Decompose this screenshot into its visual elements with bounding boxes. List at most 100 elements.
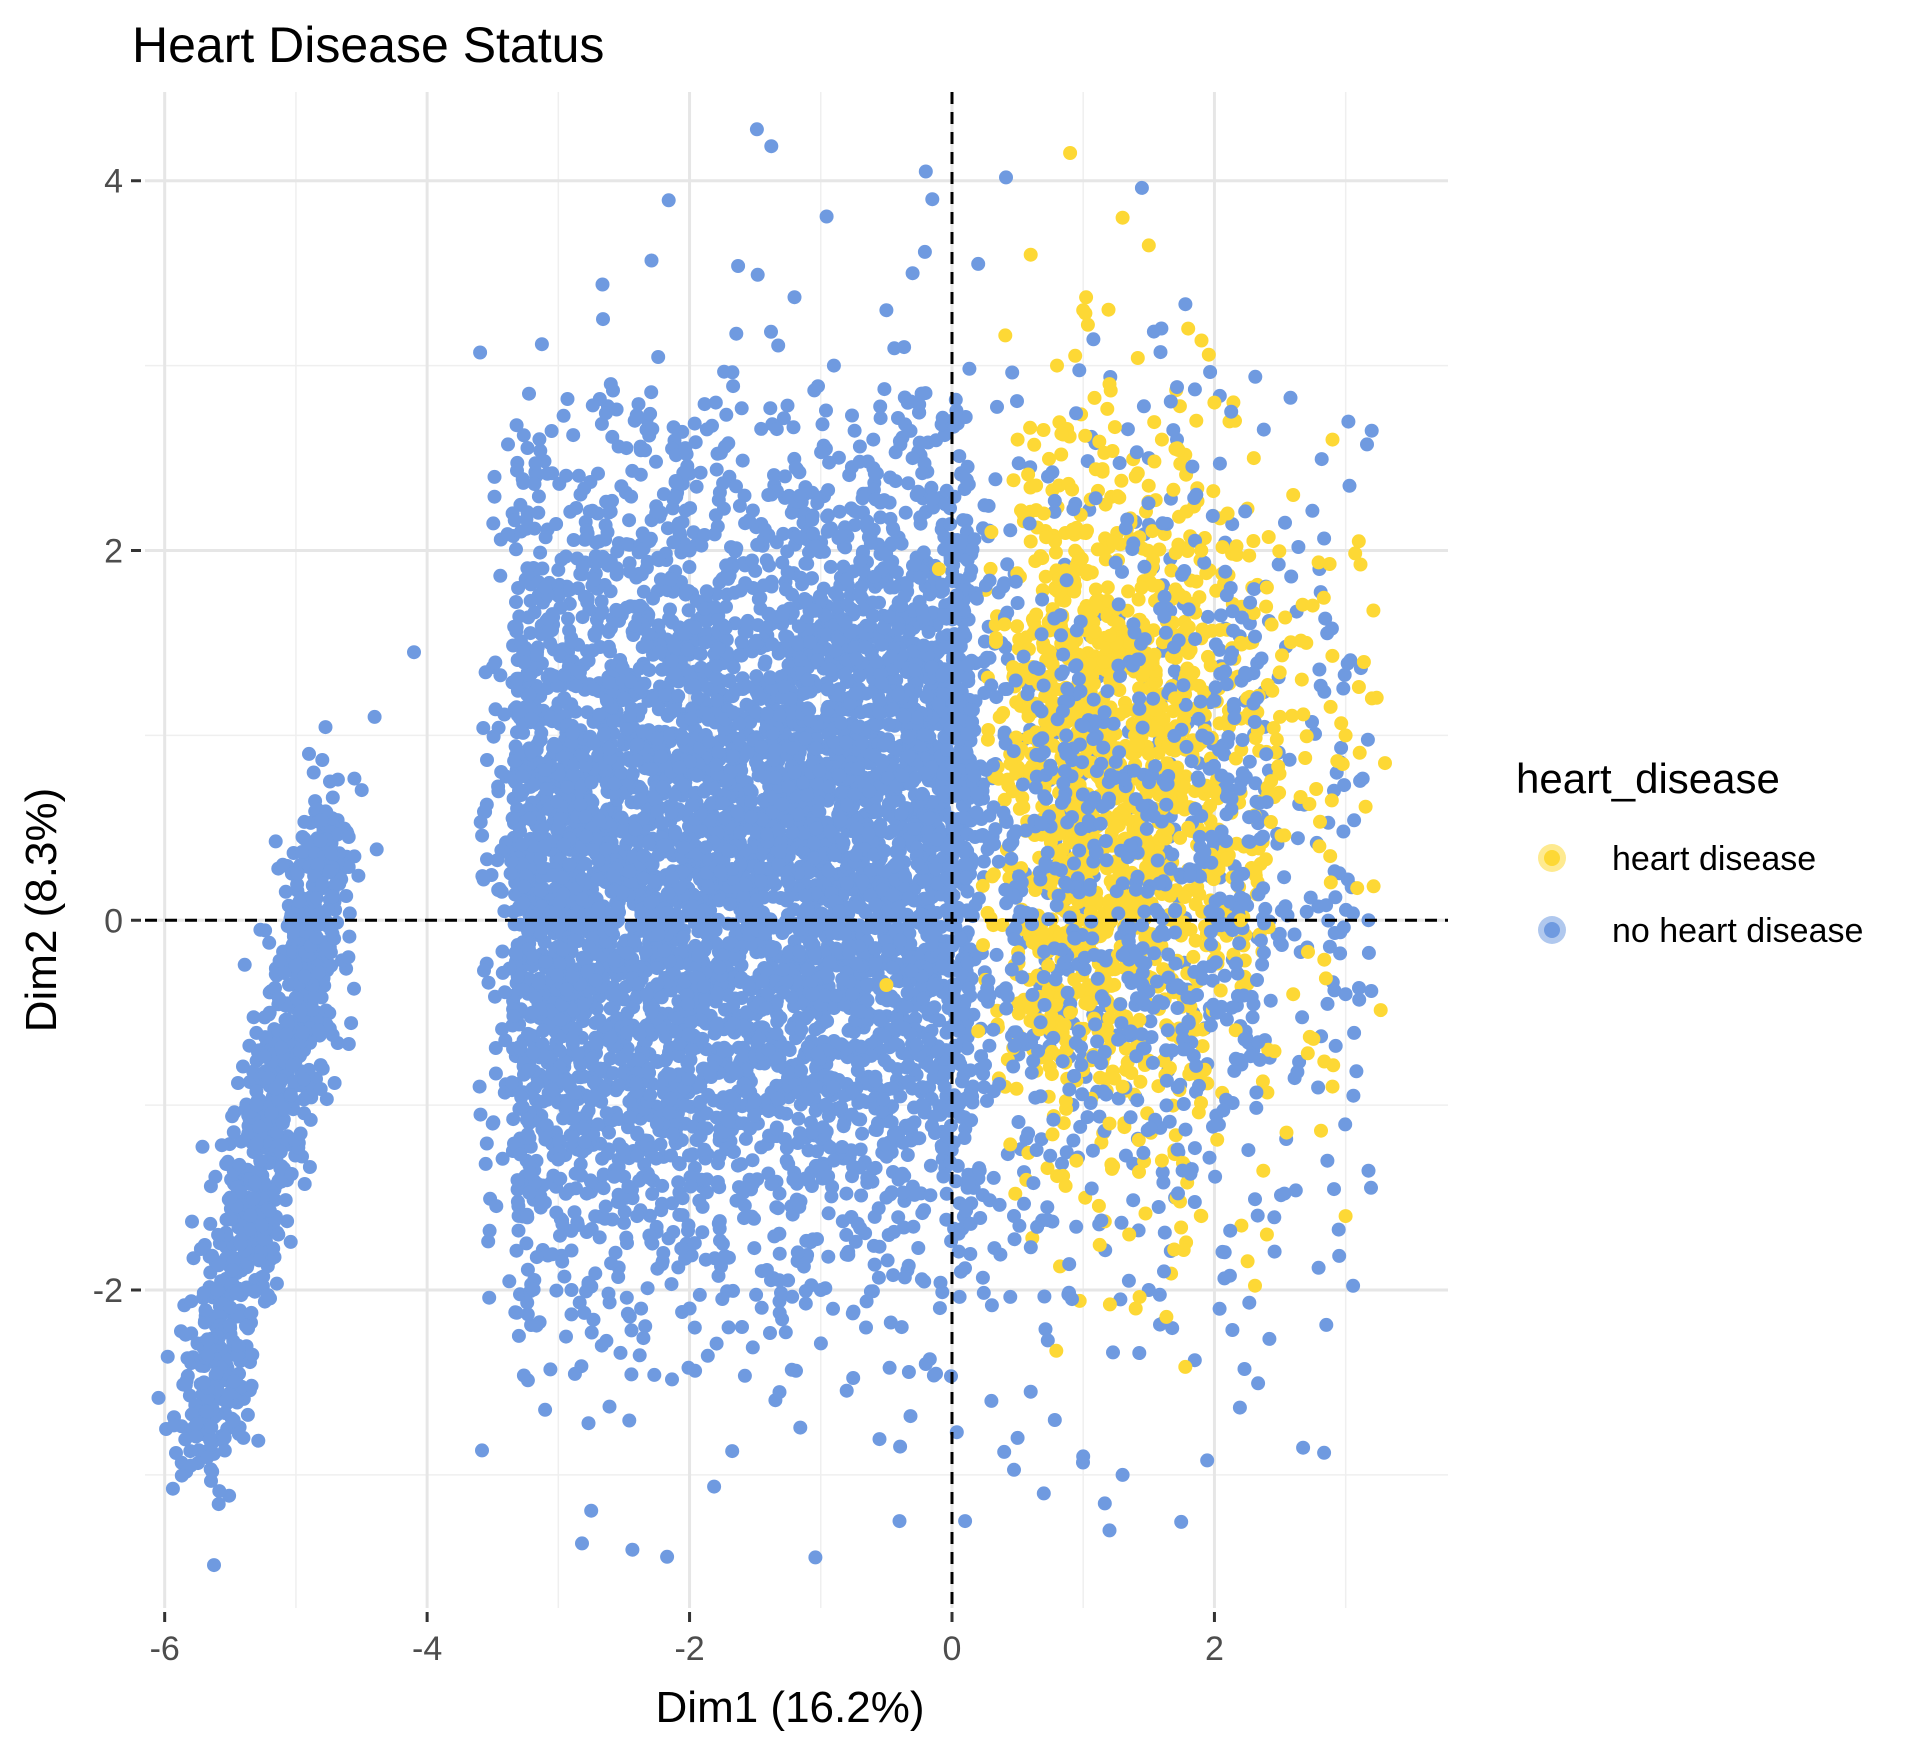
data-point <box>611 900 625 915</box>
data-point <box>581 1103 596 1118</box>
data-point <box>599 1333 614 1348</box>
data-point <box>799 1233 814 1248</box>
data-point <box>901 476 916 491</box>
data-point <box>809 741 823 756</box>
data-point <box>552 1043 567 1058</box>
data-point <box>660 521 675 536</box>
data-point <box>509 542 523 557</box>
data-point <box>901 1258 916 1273</box>
data-point <box>509 418 524 433</box>
data-point <box>560 392 575 406</box>
data-point <box>854 1188 869 1203</box>
data-point <box>775 1312 790 1327</box>
data-point <box>521 610 536 625</box>
data-point <box>911 484 926 499</box>
points-no-heart-disease <box>151 122 1379 1573</box>
data-point <box>776 411 791 426</box>
data-point <box>835 832 849 847</box>
data-point <box>699 584 714 599</box>
data-point <box>924 480 939 495</box>
data-point <box>791 1111 806 1126</box>
data-point <box>549 1205 564 1220</box>
data-point <box>587 627 602 642</box>
data-point <box>946 419 961 434</box>
data-point <box>596 1167 611 1182</box>
data-point <box>511 1328 526 1343</box>
data-point <box>880 1253 895 1268</box>
data-point <box>779 1140 794 1155</box>
data-point <box>900 1148 915 1162</box>
data-point <box>855 1126 870 1141</box>
data-point <box>690 690 705 705</box>
data-point <box>821 1206 836 1221</box>
data-point <box>739 624 754 639</box>
data-point <box>873 399 888 414</box>
data-point <box>823 662 838 677</box>
data-point <box>789 1192 804 1207</box>
data-point <box>709 671 724 686</box>
data-point <box>693 465 708 480</box>
data-point <box>557 1269 572 1284</box>
data-point <box>731 731 746 746</box>
data-point <box>665 1372 679 1387</box>
data-point <box>509 620 524 635</box>
data-point <box>611 1078 626 1093</box>
data-point <box>682 1148 696 1163</box>
data-point <box>923 1158 938 1173</box>
data-point <box>898 505 913 520</box>
data-point <box>911 1241 926 1255</box>
data-point <box>578 856 593 871</box>
data-point <box>873 495 888 510</box>
data-point <box>839 1186 854 1201</box>
data-point <box>888 474 903 489</box>
data-point <box>943 517 958 532</box>
data-point <box>871 1201 886 1216</box>
data-point <box>751 592 766 607</box>
data-point <box>538 530 553 545</box>
data-point <box>509 595 523 609</box>
data-point <box>785 587 799 602</box>
data-point <box>533 545 548 560</box>
chart-title: Heart Disease Status <box>132 17 604 73</box>
data-point <box>520 1127 535 1142</box>
data-point <box>608 1245 623 1260</box>
data-point <box>907 557 922 572</box>
data-point <box>613 1052 628 1067</box>
data-point <box>839 1227 854 1242</box>
data-point <box>571 468 586 483</box>
data-point <box>630 737 645 752</box>
data-point <box>667 703 681 718</box>
data-point <box>517 655 532 670</box>
data-point <box>852 439 867 454</box>
data-point <box>592 813 607 828</box>
data-point <box>960 1041 975 1056</box>
data-point <box>586 1312 601 1327</box>
data-point <box>630 1148 645 1163</box>
data-point <box>559 1098 574 1113</box>
data-point <box>592 707 607 722</box>
data-point <box>692 910 707 925</box>
data-point <box>674 1241 689 1256</box>
data-point <box>687 416 702 431</box>
data-point <box>695 1225 710 1240</box>
data-point <box>935 577 950 592</box>
data-point <box>754 421 769 436</box>
data-point <box>742 513 757 528</box>
data-point <box>689 479 704 494</box>
data-point <box>632 1027 647 1042</box>
data-point <box>859 1320 873 1335</box>
data-point <box>610 544 625 559</box>
data-point <box>855 874 870 889</box>
data-point <box>825 1179 840 1194</box>
data-point <box>826 1301 840 1316</box>
data-point <box>623 564 637 579</box>
data-point <box>761 1104 776 1119</box>
data-point <box>745 1340 760 1355</box>
data-point <box>507 754 522 768</box>
data-point <box>617 1204 632 1219</box>
data-point <box>622 1110 637 1125</box>
data-point <box>790 637 805 652</box>
data-point <box>589 1036 604 1051</box>
data-point <box>609 561 624 576</box>
data-point <box>803 713 818 728</box>
